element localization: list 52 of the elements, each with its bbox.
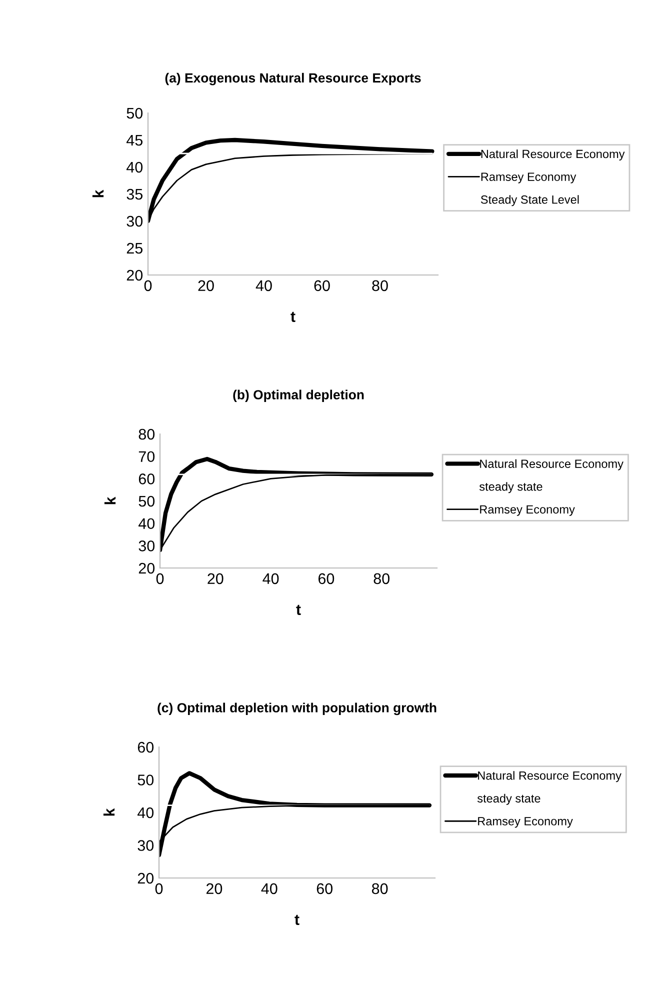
- x-tick-label: 80: [372, 280, 388, 292]
- y-tick-label: 30: [138, 840, 154, 851]
- x-axis-title: t: [290, 312, 296, 322]
- y-tick-label: 30: [138, 540, 155, 552]
- x-tick-label: 0: [156, 573, 164, 584]
- legend-label: Ramsey Economy: [480, 505, 575, 516]
- y-tick-label: 50: [138, 496, 155, 507]
- y-tick-label: 60: [138, 742, 154, 753]
- x-tick-label: 40: [262, 573, 279, 584]
- x-tick-label: 20: [206, 883, 222, 894]
- y-axis-title: k: [103, 808, 115, 816]
- chart-title: (a) Exogenous Natural Resource Exports: [165, 72, 421, 86]
- x-tick-label: 60: [316, 883, 332, 894]
- y-tick-label: 80: [138, 428, 155, 440]
- x-tick-label: 20: [198, 280, 214, 292]
- x-tick-label: 0: [155, 883, 163, 894]
- x-tick-label: 60: [318, 573, 334, 584]
- y-tick-label: 35: [126, 188, 142, 200]
- y-tick-label: 70: [138, 451, 155, 462]
- chart-title: (c) Optimal depletion with population growth: [158, 702, 436, 716]
- y-tick-label: 60: [138, 474, 155, 484]
- y-tick-label: 45: [126, 135, 142, 146]
- y-axis-title: k: [104, 496, 116, 504]
- legend-label: Natural Resource Economy: [481, 149, 625, 160]
- y-tick-label: 40: [138, 807, 154, 818]
- x-axis-title: t: [294, 914, 300, 925]
- y-tick-label: 20: [138, 562, 155, 574]
- x-tick-label: 40: [256, 280, 272, 292]
- y-tick-label: 40: [138, 518, 155, 530]
- legend-label: Ramsey Economy: [481, 172, 576, 184]
- text: steady state: [477, 794, 540, 805]
- x-axis-title: t: [296, 604, 301, 615]
- text: Steady State Level: [480, 195, 579, 206]
- legend-label: Natural Resource Economy: [480, 459, 624, 470]
- legend-label: Natural Resource Economy: [478, 771, 622, 782]
- x-tick-label: 80: [372, 883, 388, 894]
- y-tick-label: 50: [126, 108, 143, 119]
- y-tick-label: 50: [138, 774, 154, 786]
- y-tick-label: 25: [126, 242, 142, 254]
- y-axis-title: k: [92, 190, 104, 198]
- x-tick-label: 0: [144, 280, 152, 292]
- y-tick-label: 20: [138, 872, 154, 884]
- x-tick-label: 60: [314, 280, 330, 292]
- y-tick-label: 20: [126, 270, 143, 281]
- legend-label: Ramsey Economy: [478, 817, 573, 828]
- x-tick-label: 40: [261, 883, 278, 894]
- x-tick-label: 80: [374, 573, 390, 584]
- y-tick-label: 40: [126, 162, 143, 173]
- y-tick-label: 30: [126, 216, 143, 227]
- chart-title: (b) Optimal depletion: [233, 390, 364, 402]
- text: steady state: [479, 482, 542, 494]
- x-tick-label: 20: [208, 573, 224, 584]
